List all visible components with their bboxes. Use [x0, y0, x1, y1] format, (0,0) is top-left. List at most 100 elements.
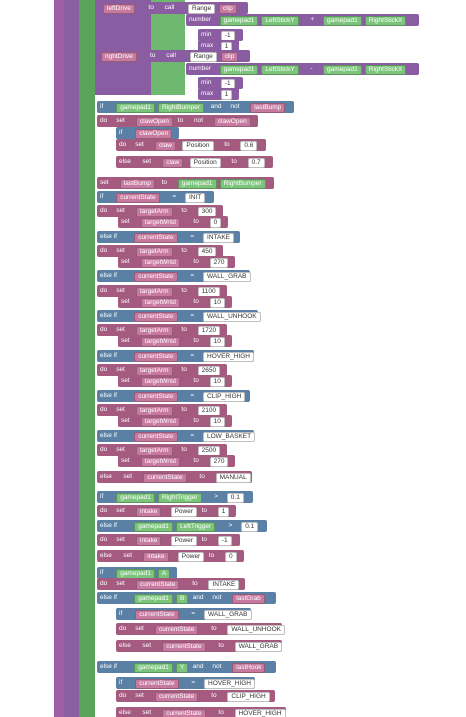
block-field[interactable]: rightDrive — [101, 52, 137, 62]
block-label: and — [210, 103, 222, 110]
block-field[interactable]: Position — [182, 141, 214, 151]
block-field[interactable]: RightBumper — [219, 179, 266, 189]
block-field[interactable]: currentState — [116, 193, 160, 203]
block-field[interactable]: claw — [155, 141, 177, 151]
block-field[interactable]: MANUAL — [215, 473, 251, 483]
block-field[interactable]: gamepad1 — [134, 522, 173, 532]
block-field[interactable]: Position — [189, 158, 221, 168]
block-field[interactable]: WALL_GRAB — [203, 272, 251, 282]
block-field[interactable]: HOVER_HIGH — [234, 709, 286, 717]
block-field[interactable]: WALL_GRAB — [234, 642, 283, 652]
block-field[interactable]: clip — [219, 4, 237, 14]
block-field[interactable]: 0.1 — [226, 493, 244, 503]
block-field[interactable]: currentState — [162, 709, 206, 717]
block-field[interactable]: currentState — [136, 580, 180, 590]
block-field[interactable]: 0 — [225, 552, 237, 562]
block-field[interactable]: currentState — [134, 312, 178, 322]
block-field[interactable]: RightBumper — [158, 103, 204, 113]
block-field[interactable]: LOW_BASKET — [203, 432, 256, 442]
block-field[interactable]: gamepad1 — [134, 594, 173, 604]
block-field[interactable]: intake — [143, 552, 169, 562]
block-label: else if — [100, 312, 117, 319]
block-field[interactable]: targetWrist — [140, 258, 181, 268]
block-field[interactable]: gamepad1 — [219, 16, 259, 26]
block-field[interactable]: HOVER_HIGH — [204, 679, 255, 689]
block-field[interactable]: Power — [170, 507, 198, 517]
block-field[interactable]: gamepad1 — [219, 65, 259, 75]
block-field[interactable]: HOVER_HIGH — [203, 352, 254, 362]
block-field[interactable]: targetWrist — [140, 377, 181, 387]
block-field[interactable]: 10 — [209, 337, 225, 347]
block-field[interactable]: currentState — [134, 432, 178, 442]
block-field[interactable]: currentState — [134, 392, 178, 402]
block-field[interactable]: leftDrive — [103, 4, 135, 14]
block-field[interactable]: Range — [189, 52, 217, 62]
block-field[interactable]: INIT — [185, 193, 206, 203]
block-field[interactable]: currentState — [155, 692, 199, 702]
block-field[interactable]: currentState — [143, 473, 187, 483]
block-field[interactable]: gamepad1 — [116, 493, 155, 503]
block-field[interactable]: WALL_UNHOOK — [227, 625, 285, 635]
block-label: set — [116, 536, 125, 543]
block-field[interactable]: gamepad1 — [177, 179, 217, 189]
block-field[interactable]: 0 — [209, 218, 222, 228]
block-field[interactable]: lastHook — [232, 663, 266, 673]
block-label: else — [100, 552, 112, 559]
block-field[interactable]: RightStickX — [364, 65, 407, 75]
block-field[interactable]: 10 — [209, 417, 225, 427]
block-field[interactable]: Range — [188, 4, 216, 14]
block-field[interactable]: 10 — [209, 377, 225, 387]
block-field[interactable]: 1 — [220, 90, 233, 100]
block-field[interactable]: clawOpen — [136, 117, 173, 127]
block-field[interactable]: LeftTrigger — [176, 522, 216, 532]
block-field[interactable]: CLIP_HIGH — [227, 692, 270, 702]
block-field[interactable]: WALL_UNHOOK — [203, 312, 261, 322]
block-field[interactable]: -1 — [217, 536, 232, 546]
block-field[interactable]: CLIP_HIGH — [203, 392, 246, 402]
block-field[interactable]: LeftStickY — [261, 16, 299, 26]
block-field[interactable]: gamepad1 — [134, 663, 173, 673]
block-field[interactable]: gamepad1 — [116, 103, 155, 113]
block-field[interactable]: 270 — [209, 258, 229, 268]
block-field[interactable]: lastBump — [119, 179, 155, 189]
block-field[interactable]: INTAKE — [203, 233, 234, 243]
block-field[interactable]: INTAKE — [208, 580, 240, 590]
block-field[interactable]: currentState — [134, 352, 178, 362]
block-field[interactable]: gamepad1 — [323, 16, 362, 26]
block-field[interactable]: targetWrist — [140, 457, 181, 467]
block-field[interactable]: 0.6 — [240, 141, 258, 151]
block-row: else if currentState = WALL_UNHOOK — [97, 310, 261, 322]
block-field[interactable]: targetWrist — [140, 337, 181, 347]
block-field[interactable]: targetWrist — [140, 417, 181, 427]
block-field[interactable]: lastGrab — [232, 594, 265, 604]
block-field[interactable]: clawOpen — [135, 129, 173, 139]
block-field[interactable]: clawOpen — [213, 117, 251, 127]
block-field[interactable]: LeftStickY — [261, 65, 299, 75]
block-field[interactable]: clip — [220, 52, 239, 62]
block-field[interactable]: Y — [176, 663, 189, 673]
block-field[interactable]: 270 — [209, 457, 229, 467]
block-field[interactable]: Power — [177, 552, 205, 562]
block-field[interactable]: currentState — [155, 625, 199, 635]
block-field[interactable]: targetWrist — [140, 218, 181, 228]
block-field[interactable]: targetWrist — [140, 298, 181, 308]
block-field[interactable]: WALL_GRAB — [204, 610, 252, 620]
block-field[interactable]: Power — [170, 536, 198, 546]
block-field[interactable]: intake — [136, 507, 162, 517]
block-field[interactable]: claw — [162, 158, 184, 168]
block-field[interactable]: 0.7 — [247, 158, 265, 168]
block-field[interactable]: RightStickX — [364, 16, 407, 26]
block-field[interactable]: 0.1 — [241, 522, 259, 532]
block-field[interactable]: currentState — [134, 233, 178, 243]
block-field[interactable]: 10 — [209, 298, 225, 308]
block-field[interactable]: gamepad1 — [323, 65, 362, 75]
block-field[interactable]: currentState — [162, 642, 206, 652]
block-field[interactable]: currentState — [135, 679, 179, 689]
block-field[interactable]: currentState — [135, 610, 179, 620]
block-field[interactable]: currentState — [134, 272, 178, 282]
block-field[interactable]: RightTrigger — [158, 493, 202, 503]
block-field[interactable]: 1 — [217, 507, 230, 517]
block-field[interactable]: B — [176, 594, 189, 604]
block-field[interactable]: intake — [136, 536, 162, 546]
block-field[interactable]: lastBump — [250, 103, 286, 113]
